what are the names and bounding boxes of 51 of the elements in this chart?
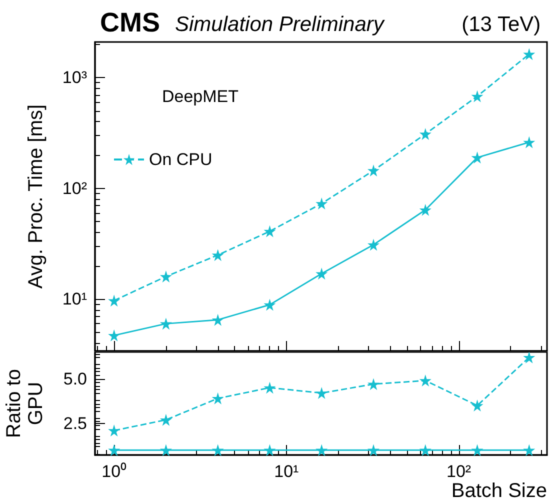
point xyxy=(367,164,380,177)
point xyxy=(471,400,484,412)
point xyxy=(212,444,224,456)
point xyxy=(419,374,432,387)
point xyxy=(419,204,432,216)
point xyxy=(367,378,380,390)
chart-title: CMS xyxy=(100,8,160,38)
chart-subtitle: Simulation Preliminary xyxy=(175,13,386,36)
y-tick-label: 2.5 xyxy=(63,414,87,433)
point xyxy=(108,329,120,342)
legend-label: On CPU xyxy=(149,150,212,169)
point xyxy=(316,268,328,280)
x-tick-label: 10⁰ xyxy=(102,462,127,481)
point xyxy=(212,392,224,404)
point xyxy=(316,198,328,210)
x-axis-title: Batch Size xyxy=(451,480,548,502)
point xyxy=(367,444,380,456)
point xyxy=(108,294,120,307)
point xyxy=(108,444,120,456)
point xyxy=(264,225,276,238)
point xyxy=(471,90,484,102)
point xyxy=(160,270,172,283)
point xyxy=(367,238,380,251)
point xyxy=(316,444,328,456)
point xyxy=(419,444,432,456)
y-tick-label: 5.0 xyxy=(63,369,87,388)
y-axis-title: Ratio to GPU xyxy=(3,369,47,438)
point xyxy=(523,444,536,456)
point xyxy=(264,382,276,394)
legend-title: DeepMET xyxy=(162,87,239,106)
point xyxy=(212,314,224,326)
point xyxy=(523,48,536,60)
text: (13 TeV) xyxy=(462,13,541,36)
y-tick-label: 10³ xyxy=(62,68,88,88)
point xyxy=(108,424,120,437)
point xyxy=(471,444,484,456)
y-tick-label: 10¹ xyxy=(62,290,88,309)
point xyxy=(160,318,172,330)
y-axis-title: Avg. Proc. Time [ms] xyxy=(25,104,47,289)
point xyxy=(419,128,432,140)
point xyxy=(523,352,536,364)
point xyxy=(471,152,484,164)
point xyxy=(160,414,172,426)
point xyxy=(264,298,276,311)
x-tick-label: 10² xyxy=(446,462,472,481)
point xyxy=(212,249,224,262)
point xyxy=(523,136,536,148)
point xyxy=(264,444,276,456)
x-tick-label: 10¹ xyxy=(274,462,300,481)
y-tick-label: 10² xyxy=(62,178,88,198)
point xyxy=(160,444,172,456)
